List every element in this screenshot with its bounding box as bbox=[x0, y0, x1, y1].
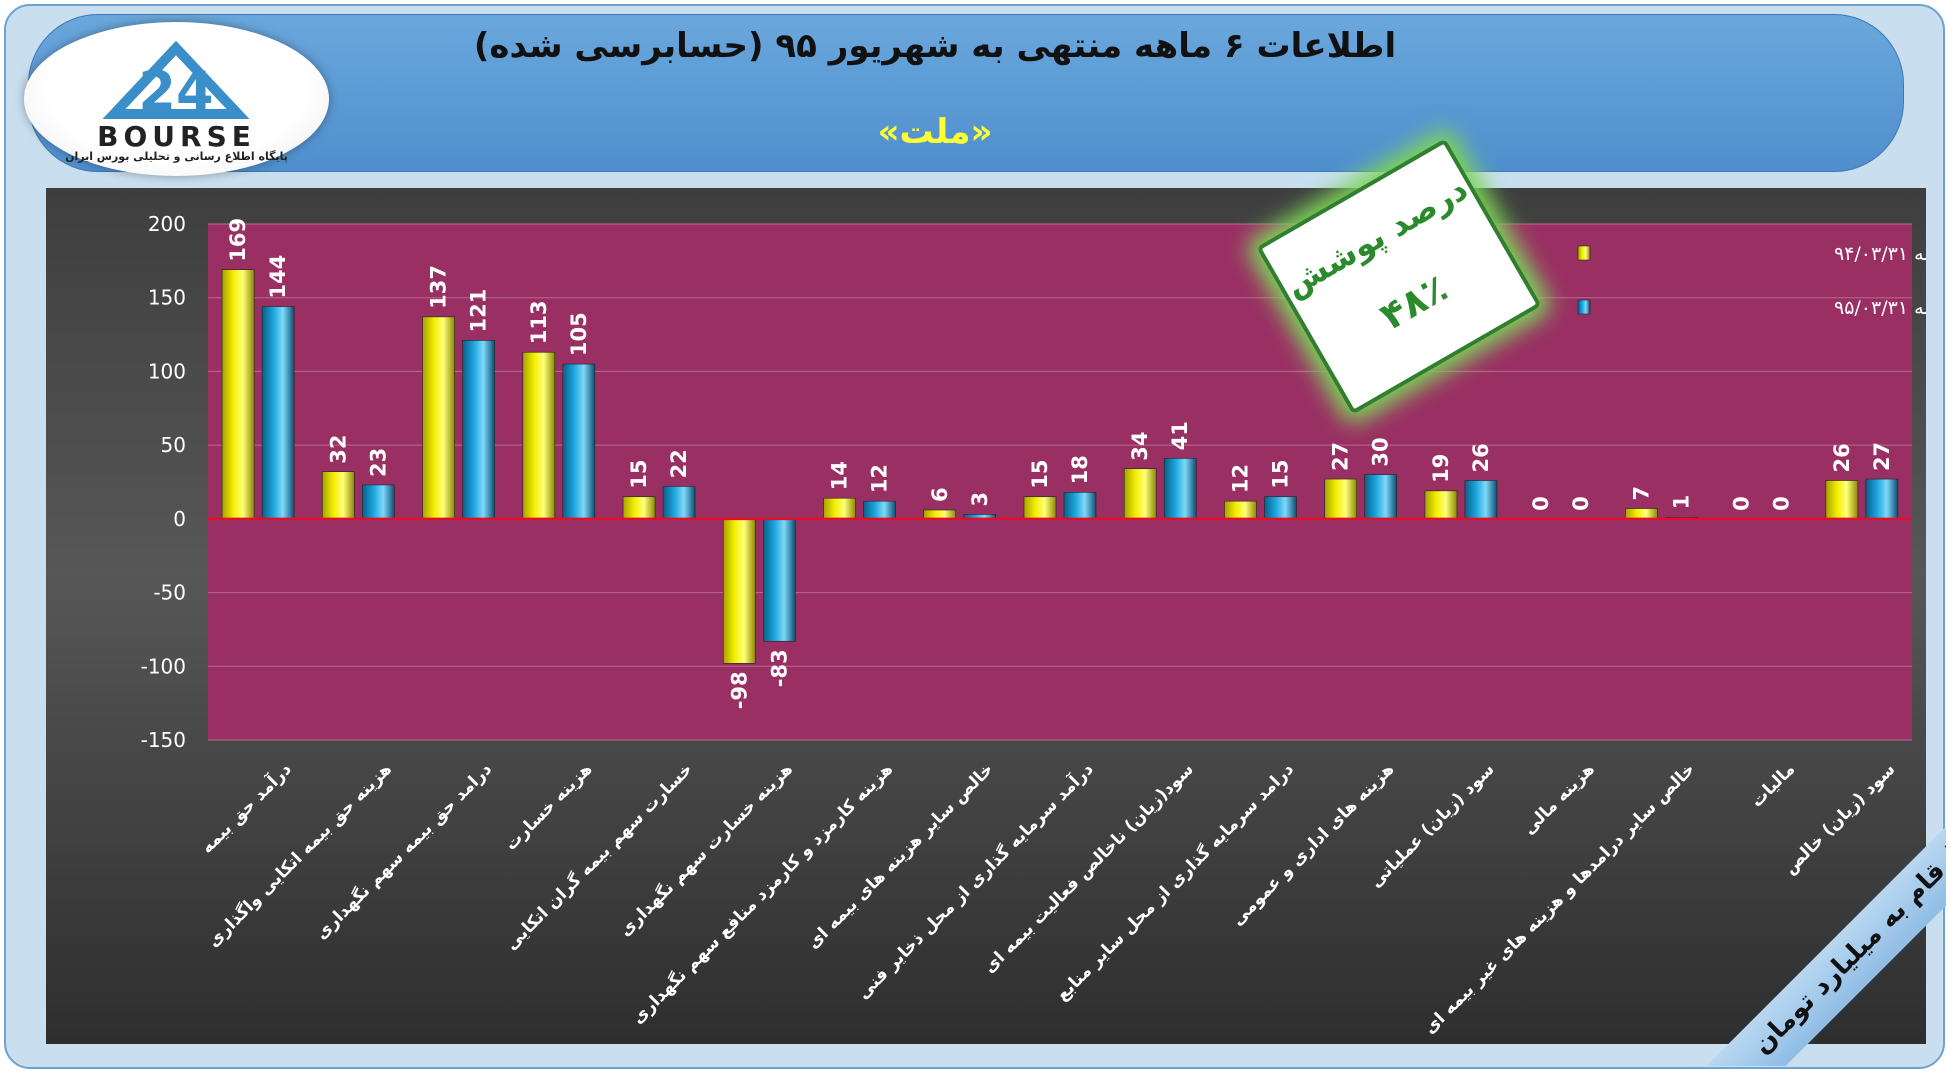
y-tick-label: 150 bbox=[148, 286, 186, 310]
bar-2 bbox=[362, 484, 395, 520]
x-tick-label: هزینه های اداری و عمومی bbox=[1228, 759, 1399, 930]
x-tick-label: هزینه خسارت سهم نگهداری bbox=[615, 759, 797, 941]
company-name: «ملت» bbox=[877, 112, 993, 152]
x-tick-label: هزینه خسارت bbox=[501, 759, 596, 854]
bar-1 bbox=[422, 316, 455, 520]
data-label: 0 bbox=[1569, 496, 1593, 511]
data-label: 32 bbox=[326, 434, 350, 463]
bar-1 bbox=[221, 269, 255, 520]
unit-corner: ارقام به میلیارد تومان bbox=[1700, 804, 1946, 1066]
bar-2 bbox=[1364, 474, 1398, 520]
data-label: 15 bbox=[1268, 460, 1292, 489]
bar-1 bbox=[1224, 500, 1257, 520]
data-label: 14 bbox=[828, 461, 852, 490]
data-label: 41 bbox=[1168, 421, 1192, 450]
bar-1 bbox=[1424, 490, 1458, 520]
bar-2 bbox=[662, 486, 696, 520]
bar-1 bbox=[522, 351, 556, 520]
legend-swatch-2 bbox=[1577, 299, 1591, 315]
logo-mark-icon: 24 bbox=[102, 40, 250, 123]
y-tick-label: 50 bbox=[161, 433, 186, 457]
data-label: 12 bbox=[1228, 464, 1252, 493]
logo-number: 24 bbox=[138, 60, 213, 123]
data-label: 34 bbox=[1128, 431, 1152, 460]
page-title: اطلاعات ۶ ماهه منتهی به شهریور ۹۵ (حسابر… bbox=[473, 26, 1397, 66]
y-tick-label: 100 bbox=[148, 359, 186, 383]
data-label: 3 bbox=[968, 492, 992, 507]
bar-1 bbox=[1123, 468, 1157, 520]
x-tick-label: هزینه حق بیمه اتکایی واگذاری bbox=[203, 759, 396, 952]
data-label: 144 bbox=[266, 255, 290, 299]
data-label: 121 bbox=[467, 289, 491, 333]
bar-2 bbox=[1163, 458, 1197, 520]
data-label: 0 bbox=[1770, 496, 1794, 511]
y-tick-label: 0 bbox=[173, 507, 186, 531]
data-label: -98 bbox=[727, 671, 751, 709]
data-label: 23 bbox=[366, 448, 390, 477]
bar-1 bbox=[722, 518, 756, 664]
x-tick-label: سود(زیان) ناخالص فعالیت بیمه ای bbox=[980, 759, 1198, 977]
x-tick-label: هزینه مالی bbox=[1519, 759, 1598, 838]
bar-1 bbox=[1825, 480, 1859, 520]
legend-label-1: عملکرد منتهی به ۹۴/۰۳/۳۱ bbox=[1834, 243, 1926, 265]
bar-2 bbox=[1063, 492, 1097, 520]
y-tick-label: -50 bbox=[153, 581, 186, 605]
bar-2 bbox=[1865, 478, 1899, 520]
data-label: 26 bbox=[1830, 443, 1854, 472]
logo-brand-text: BOURSE bbox=[97, 120, 256, 153]
data-label: 18 bbox=[1068, 455, 1092, 484]
bar-2 bbox=[762, 518, 796, 642]
bar-2 bbox=[562, 363, 596, 520]
bar-2 bbox=[1464, 480, 1498, 520]
bar-1 bbox=[1625, 508, 1658, 520]
y-tick-label: 200 bbox=[148, 212, 186, 236]
legend-swatch-1 bbox=[1577, 245, 1591, 261]
data-label: 0 bbox=[1529, 496, 1553, 511]
y-tick-label: -150 bbox=[141, 728, 186, 752]
x-tick-label: درآمد حق بیمه bbox=[196, 758, 296, 858]
header-banner bbox=[28, 14, 1904, 172]
bar-1 bbox=[823, 497, 856, 520]
bar-1 bbox=[1023, 496, 1057, 520]
data-label: 27 bbox=[1870, 442, 1894, 471]
data-label: 0 bbox=[1730, 496, 1754, 511]
bar-2 bbox=[1264, 496, 1297, 520]
bar-1 bbox=[622, 496, 656, 520]
bourse24-logo: 24 BOURSE پایگاه اطلاع رسانی و تحلیلی بو… bbox=[24, 22, 329, 176]
data-label: 15 bbox=[627, 460, 651, 489]
data-label: 30 bbox=[1369, 437, 1393, 466]
y-tick-label: -100 bbox=[141, 654, 186, 678]
data-label: 22 bbox=[667, 449, 691, 478]
data-label: 12 bbox=[868, 464, 892, 493]
data-label: -83 bbox=[767, 649, 791, 687]
data-label: 1 bbox=[1669, 495, 1693, 510]
data-label: 7 bbox=[1629, 486, 1653, 501]
data-label: 19 bbox=[1429, 454, 1453, 483]
data-label: 137 bbox=[427, 265, 451, 309]
unit-note: ارقام به میلیارد تومان bbox=[1747, 839, 1946, 1061]
unit-ribbon: ارقام به میلیارد تومان bbox=[1700, 804, 1946, 1066]
data-label: 27 bbox=[1329, 442, 1353, 471]
x-tick-label: خالص سایر هزینه های بیمه ای bbox=[804, 759, 998, 953]
bar-1 bbox=[322, 471, 355, 520]
logo-tagline: پایگاه اطلاع رسانی و تحلیلی بورس ایران bbox=[65, 150, 288, 163]
data-label: 26 bbox=[1469, 443, 1493, 472]
bar-2 bbox=[462, 340, 495, 520]
x-tick-label: درامد حق بیمه سهم نگهداری bbox=[311, 758, 496, 943]
data-label: 15 bbox=[1028, 460, 1052, 489]
data-label: 113 bbox=[527, 300, 551, 344]
legend-label-2: عملکرد منتهی به ۹۵/۰۳/۳۱ bbox=[1834, 297, 1926, 319]
bar-2 bbox=[261, 306, 295, 520]
bar-2 bbox=[863, 500, 896, 520]
data-label: 169 bbox=[226, 218, 250, 262]
data-label: 6 bbox=[928, 487, 952, 502]
bar-1 bbox=[923, 509, 957, 520]
x-tick-label: خسارت سهم بیمه گران اتکایی bbox=[501, 759, 697, 955]
bar-1 bbox=[1324, 478, 1358, 520]
data-label: 105 bbox=[567, 312, 591, 356]
